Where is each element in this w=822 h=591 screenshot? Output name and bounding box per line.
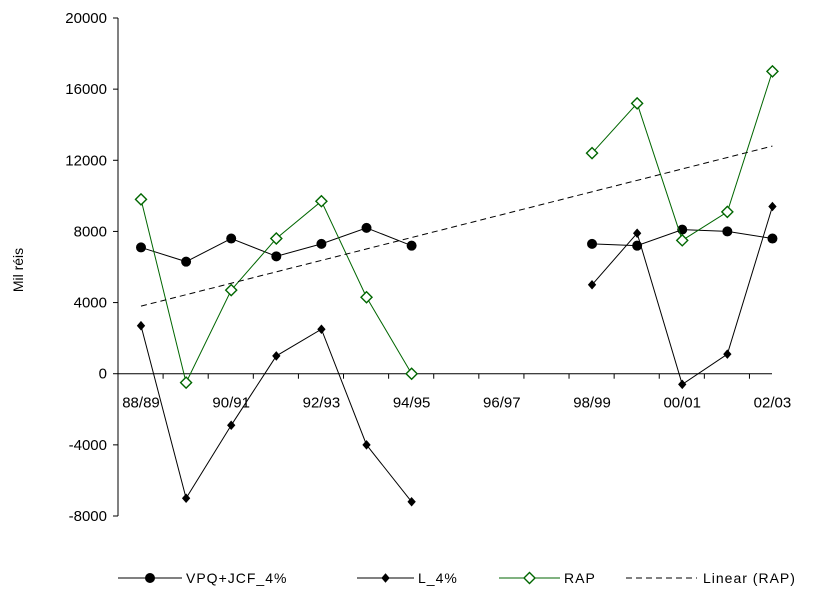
data-point-open-diamond	[224, 283, 238, 297]
x-tick-label: 02/03	[754, 395, 792, 412]
data-point-open-diamond	[405, 367, 419, 381]
data-point-open-diamond	[134, 192, 148, 206]
data-point-diamond	[587, 280, 597, 290]
y-tick-label: 16000	[65, 81, 107, 98]
data-point-open-diamond	[179, 376, 193, 390]
data-point-open-diamond	[523, 571, 536, 585]
data-point-open-diamond	[675, 233, 689, 247]
data-point-diamond	[407, 497, 416, 507]
trendline	[140, 145, 773, 307]
data-point-open-diamond	[765, 64, 779, 78]
y-tick-label: 4000	[74, 295, 107, 312]
data-point-circle	[316, 238, 327, 249]
legend-label: Linear (RAP)	[703, 570, 796, 586]
x-tick-label: 00/01	[663, 395, 701, 412]
series-line	[591, 71, 773, 242]
series-linear-rap-	[140, 145, 773, 307]
data-point-circle	[226, 233, 237, 244]
x-tick-label: 98/99	[573, 395, 611, 412]
data-point-open-diamond	[720, 205, 734, 219]
data-point-diamond	[272, 351, 281, 361]
legend: VPQ+JCF_4% L_4% RAP Linear (RAP)	[118, 570, 796, 586]
axes: -8000 -4000 0 4000 8000 12000 16000 20000 88/89 9…	[65, 10, 791, 525]
data-point-diamond	[381, 573, 390, 583]
data-point-circle	[406, 240, 417, 251]
series-rap	[134, 64, 779, 390]
data-point-diamond	[317, 324, 326, 335]
data-point-circle	[271, 251, 282, 262]
x-tick-label: 94/95	[393, 395, 431, 412]
y-tick-label: -4000	[69, 437, 107, 454]
data-point-circle	[722, 226, 733, 237]
data-point-open-diamond	[585, 146, 599, 160]
data-point-diamond	[678, 379, 687, 390]
y-tick-label: 8000	[74, 223, 107, 240]
data-point-circle	[136, 242, 146, 253]
data-point-circle	[587, 238, 598, 249]
legend-item: VPQ+JCF_4%	[118, 570, 287, 586]
x-tick-label: 90/91	[212, 395, 250, 412]
y-tick-label: 12000	[65, 152, 107, 169]
y-tick-label: 0	[99, 366, 107, 383]
series-vpq-jcf-4-	[136, 222, 778, 267]
data-point-open-diamond	[314, 194, 328, 208]
x-tick-label: 88/89	[122, 395, 160, 412]
y-tick-label: 20000	[65, 10, 107, 27]
data-point-diamond	[723, 349, 732, 359]
data-point-diamond	[362, 440, 371, 450]
data-point-diamond	[136, 320, 146, 331]
data-point-circle	[181, 256, 192, 267]
data-point-diamond	[768, 201, 777, 212]
legend-label: VPQ+JCF_4%	[186, 570, 287, 586]
data-point-circle	[145, 573, 155, 583]
legend-label: L_4%	[418, 570, 458, 586]
x-tick-label: 96/97	[483, 395, 521, 412]
y-axis-title: Mil réis	[10, 248, 26, 292]
data-point-diamond	[632, 228, 642, 238]
legend-item: Linear (RAP)	[626, 570, 796, 586]
data-point-diamond	[181, 493, 191, 503]
x-tick-label: 92/93	[303, 395, 341, 412]
legend-item: RAP	[499, 570, 596, 586]
legend-item: L_4%	[357, 570, 458, 586]
data-point-open-diamond	[269, 232, 283, 246]
data-point-circle	[361, 222, 372, 233]
series-layer	[134, 64, 779, 507]
data-point-circle	[767, 233, 778, 244]
data-point-open-diamond	[360, 290, 374, 304]
data-point-diamond	[227, 420, 236, 431]
series-l-4-	[136, 201, 777, 507]
data-point-circle	[632, 240, 643, 251]
y-tick-label: -8000	[69, 508, 107, 525]
legend-label: RAP	[564, 570, 596, 586]
data-point-open-diamond	[630, 96, 644, 110]
